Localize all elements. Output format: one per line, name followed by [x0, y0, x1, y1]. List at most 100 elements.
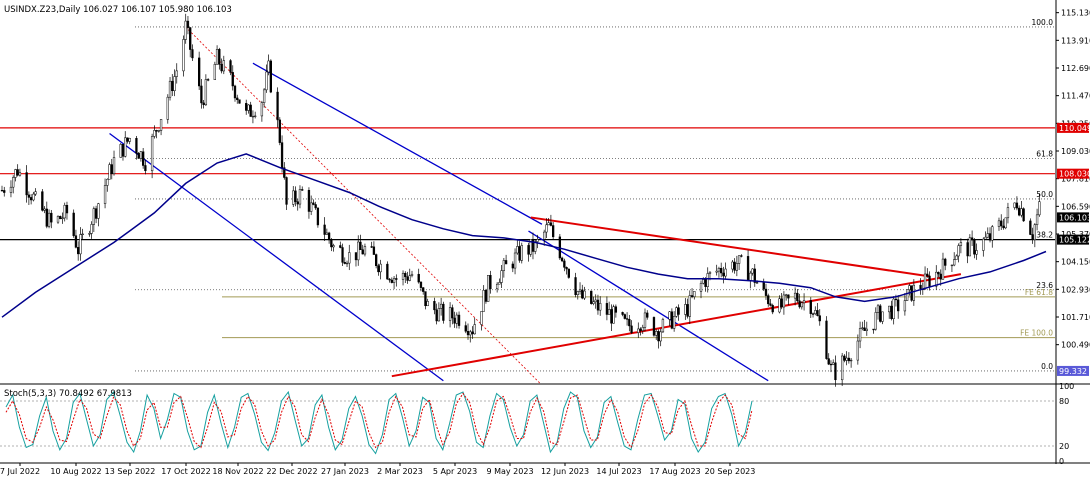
candle	[672, 311, 676, 332]
candle	[567, 268, 570, 279]
candle	[814, 306, 817, 316]
candle	[551, 222, 555, 240]
candle	[843, 354, 846, 363]
candle	[740, 254, 743, 258]
candle	[670, 308, 674, 330]
candle	[451, 304, 454, 325]
candle	[950, 264, 954, 272]
candle	[1033, 223, 1036, 248]
candle	[81, 228, 84, 239]
candle	[348, 244, 351, 271]
time-tick-label: 17 Oct 2022	[161, 467, 210, 476]
candle	[79, 227, 82, 261]
candle	[652, 316, 656, 337]
candle	[590, 290, 593, 305]
candle	[363, 243, 367, 257]
candle	[184, 13, 187, 44]
time-axis: 7 Jul 2022 10 Aug 2022 13 Sep 2022 17 Oct 2…	[0, 462, 1090, 476]
candle	[137, 151, 140, 159]
price-plot-area: 100.0 61.8 50.0 38.2 23.6 0.0 FE 61.8 FE 100.0	[0, 13, 1055, 387]
fe-level-label: FE 61.8	[1025, 288, 1053, 297]
trendline	[391, 273, 962, 378]
candle	[9, 180, 13, 198]
fib-low-tag-text: 99.332	[1059, 367, 1087, 376]
candle	[939, 269, 942, 286]
candle	[608, 301, 611, 315]
candle	[953, 252, 956, 267]
candle	[684, 298, 687, 320]
candle	[753, 263, 756, 287]
candle	[330, 237, 333, 252]
candle	[269, 59, 273, 94]
candle	[1031, 227, 1034, 244]
candle	[816, 302, 819, 317]
fe-level-label: FE 100.0	[1020, 329, 1053, 338]
trendline	[528, 230, 769, 382]
time-tick-label: 10 Aug 2022	[50, 467, 101, 476]
candle	[872, 328, 875, 334]
candle	[262, 88, 266, 108]
candle	[12, 175, 15, 194]
stochastic-axis: 100 80 20 0	[1059, 382, 1074, 466]
candle	[157, 129, 160, 133]
candle	[610, 304, 613, 331]
fib-level-label: 61.8	[1036, 149, 1053, 158]
candle	[594, 294, 597, 309]
candle	[699, 280, 703, 299]
candle	[41, 189, 44, 212]
candle	[558, 234, 562, 260]
candle	[200, 78, 203, 109]
candle	[560, 256, 564, 263]
candle	[1000, 214, 1003, 230]
candle	[531, 232, 535, 260]
candle	[944, 257, 947, 271]
time-tick-label: 7 Jul 2022	[0, 467, 40, 476]
candle	[453, 311, 456, 328]
candle	[339, 241, 342, 249]
candle	[834, 355, 837, 387]
candle	[332, 243, 335, 252]
level-price-tag-text: 110.049	[1059, 124, 1090, 133]
candle	[245, 99, 248, 115]
candle	[43, 206, 46, 214]
candle	[778, 295, 781, 314]
candle	[296, 198, 299, 211]
candle	[802, 293, 806, 311]
candle	[827, 353, 830, 366]
level-price-tag-text: 108.030	[1059, 170, 1090, 179]
candle	[390, 277, 393, 284]
candle	[970, 230, 974, 246]
candle	[191, 44, 194, 62]
price-tick-label: 109.030	[1061, 147, 1090, 156]
candle	[359, 234, 362, 250]
candle	[59, 215, 62, 220]
price-tick-label: 100.490	[1061, 341, 1090, 350]
price-tick-label: 107.810	[1061, 175, 1090, 184]
candle	[863, 319, 866, 331]
candle	[780, 293, 783, 310]
candle	[354, 252, 358, 267]
candle	[646, 310, 649, 320]
candle	[278, 117, 281, 146]
candle	[892, 296, 895, 325]
candle	[986, 227, 989, 239]
candle	[14, 168, 17, 182]
candle	[926, 268, 929, 278]
candle	[406, 271, 409, 284]
candle	[825, 316, 828, 360]
candle	[576, 290, 579, 300]
candle	[787, 294, 790, 306]
candle	[301, 186, 304, 191]
candle	[323, 217, 326, 241]
candle	[395, 274, 398, 287]
candle	[715, 264, 718, 276]
candle	[63, 202, 66, 222]
candle	[327, 231, 331, 244]
candle	[737, 255, 741, 271]
fib-level-label: 100.0	[1032, 18, 1054, 27]
moving-average-line	[1, 153, 1047, 318]
candle	[34, 188, 37, 196]
candle	[991, 225, 994, 248]
candle	[1006, 202, 1010, 224]
